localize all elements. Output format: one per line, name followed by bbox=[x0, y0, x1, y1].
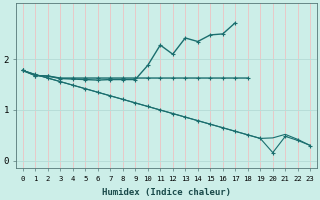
X-axis label: Humidex (Indice chaleur): Humidex (Indice chaleur) bbox=[102, 188, 231, 197]
